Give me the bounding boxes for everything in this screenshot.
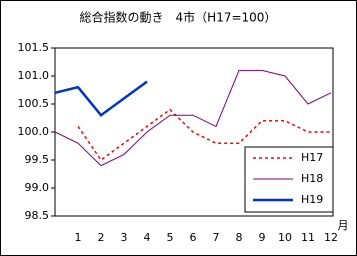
- x-tick-label: 4: [144, 231, 151, 244]
- legend-label: H18: [301, 172, 323, 185]
- y-tick-label: 98.5: [25, 209, 50, 222]
- y-tick-label: 101.0: [18, 69, 50, 82]
- x-tick-label: 8: [236, 231, 243, 244]
- y-tick-label: 100.0: [18, 125, 50, 138]
- series-line: [77, 108, 331, 162]
- x-tick-label: 2: [98, 231, 105, 244]
- x-tick-label: 3: [121, 231, 128, 244]
- legend-label: H19: [301, 193, 323, 206]
- y-tick-label: 99.0: [25, 181, 50, 194]
- x-tick-label: 5: [167, 231, 174, 244]
- x-tick-label: 1: [75, 231, 82, 244]
- y-tick-label: 100.5: [18, 97, 50, 110]
- x-axis-label: 月: [338, 219, 349, 232]
- x-tick-label: 6: [190, 231, 197, 244]
- x-tick-label: 12: [324, 231, 338, 244]
- series-line: [54, 69, 332, 167]
- x-tick-label: 11: [301, 231, 315, 244]
- chart-title: 総合指数の動き 4市（H17=100）: [80, 10, 277, 25]
- series-line: [54, 80, 148, 117]
- x-tick-label: 10: [278, 231, 292, 244]
- y-tick-label: 101.5: [18, 41, 50, 54]
- x-tick-label: 9: [259, 231, 266, 244]
- legend-label: H17: [301, 151, 323, 164]
- y-tick-label: 99.5: [25, 153, 50, 166]
- x-tick-label: 7: [213, 231, 220, 244]
